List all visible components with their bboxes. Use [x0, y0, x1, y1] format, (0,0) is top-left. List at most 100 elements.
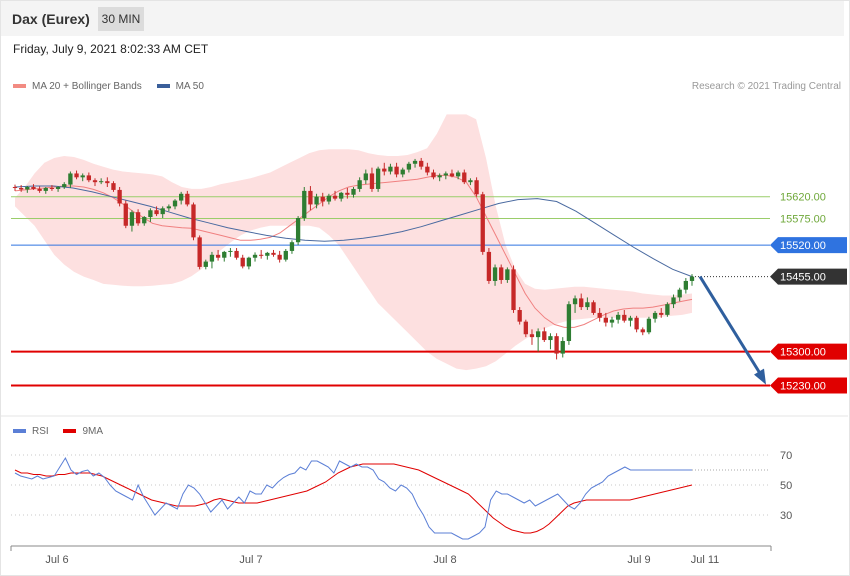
candle-body [517, 310, 522, 322]
rsi-ma-line [14, 463, 693, 534]
candle [634, 315, 639, 333]
candle-body [603, 317, 608, 323]
candle-body [615, 314, 621, 320]
x-tick-label: Jul 11 [691, 554, 720, 566]
candle-body [566, 304, 572, 342]
legend-item-ma50: MA 50 [156, 81, 204, 92]
candle [505, 267, 510, 283]
candle [609, 316, 615, 328]
candle-body [191, 204, 196, 238]
candle [560, 337, 565, 358]
candle [566, 301, 572, 345]
candle-body [400, 169, 405, 175]
candle-body [591, 302, 596, 313]
candle-body [480, 194, 485, 252]
candle-body [585, 302, 590, 308]
candle [394, 162, 399, 178]
candle [123, 200, 128, 229]
level-label: 15300.00 [780, 347, 826, 359]
candle-body [222, 251, 227, 258]
candle-body [172, 200, 178, 207]
candle [615, 311, 621, 324]
candle-body [37, 188, 42, 191]
legend-item-ma20: MA 20 + Bollinger Bands [13, 81, 142, 92]
candle-body [234, 250, 239, 258]
candle-body [25, 187, 30, 190]
candle [646, 316, 652, 335]
candle [449, 169, 455, 178]
candle [486, 248, 492, 284]
candle-body [437, 175, 442, 178]
legend-label-rsi: RSI [32, 426, 49, 437]
bollinger-band [15, 114, 692, 371]
candle [332, 190, 338, 201]
candle [572, 295, 578, 313]
candle-body [382, 168, 387, 172]
instrument-title: Dax (Eurex) [12, 11, 90, 27]
rsi-tick-label: 30 [780, 510, 792, 522]
candle [652, 310, 658, 323]
legend-label-ma50: MA 50 [175, 81, 204, 92]
candle-body [339, 192, 344, 199]
candle-body [332, 195, 338, 199]
candle-body [240, 257, 245, 267]
candle [671, 294, 676, 309]
candle [265, 251, 270, 260]
projection-arrow-shaft [698, 275, 764, 378]
candle-body [80, 175, 85, 178]
candle [437, 173, 442, 182]
candle [166, 204, 172, 212]
candle-body [31, 187, 36, 189]
candle [209, 251, 215, 269]
candle-body [62, 184, 67, 188]
candle [308, 186, 313, 211]
candle [597, 308, 602, 322]
candles [12, 157, 695, 360]
candle-body [203, 261, 208, 267]
candle-body [529, 334, 535, 338]
candle-body [388, 166, 393, 172]
candle [129, 210, 135, 232]
candle-body [468, 180, 473, 183]
candle-body [492, 267, 498, 281]
candle [37, 186, 42, 193]
x-tick-label: Jul 7 [239, 554, 262, 566]
level-tag [770, 343, 847, 360]
level-label: 15575.00 [780, 213, 826, 225]
candle [86, 172, 92, 183]
candle-body [117, 189, 122, 204]
candle-body [314, 196, 319, 205]
candle-body [252, 254, 258, 258]
candle-body [511, 269, 516, 311]
candle-body [345, 192, 350, 195]
candle-body [92, 180, 98, 183]
candle-body [449, 173, 455, 177]
legend-label-ma20: MA 20 + Bollinger Bands [32, 81, 142, 92]
chart-header: Dax (Eurex) 30 MIN [1, 1, 844, 36]
candle [326, 193, 332, 205]
candle [400, 167, 405, 178]
candle [603, 312, 608, 327]
candle [535, 328, 541, 352]
candle [585, 297, 590, 311]
candle [215, 249, 221, 261]
candle-body [135, 212, 141, 224]
rsi-line [14, 456, 692, 540]
candle [111, 181, 116, 192]
timeframe-badge[interactable]: 30 MIN [98, 7, 144, 31]
candle [105, 177, 110, 188]
x-tick-label: Jul 8 [433, 554, 456, 566]
candle [68, 171, 73, 188]
candle [203, 259, 208, 270]
candle [345, 187, 350, 199]
candle-body [646, 318, 652, 333]
candle [462, 169, 467, 185]
candle [99, 178, 104, 185]
candle-body [369, 173, 375, 189]
rsi-tick-label: 50 [780, 480, 792, 492]
candle [154, 206, 159, 217]
candle [443, 171, 448, 180]
candle-body [431, 172, 436, 178]
candle [431, 169, 436, 180]
